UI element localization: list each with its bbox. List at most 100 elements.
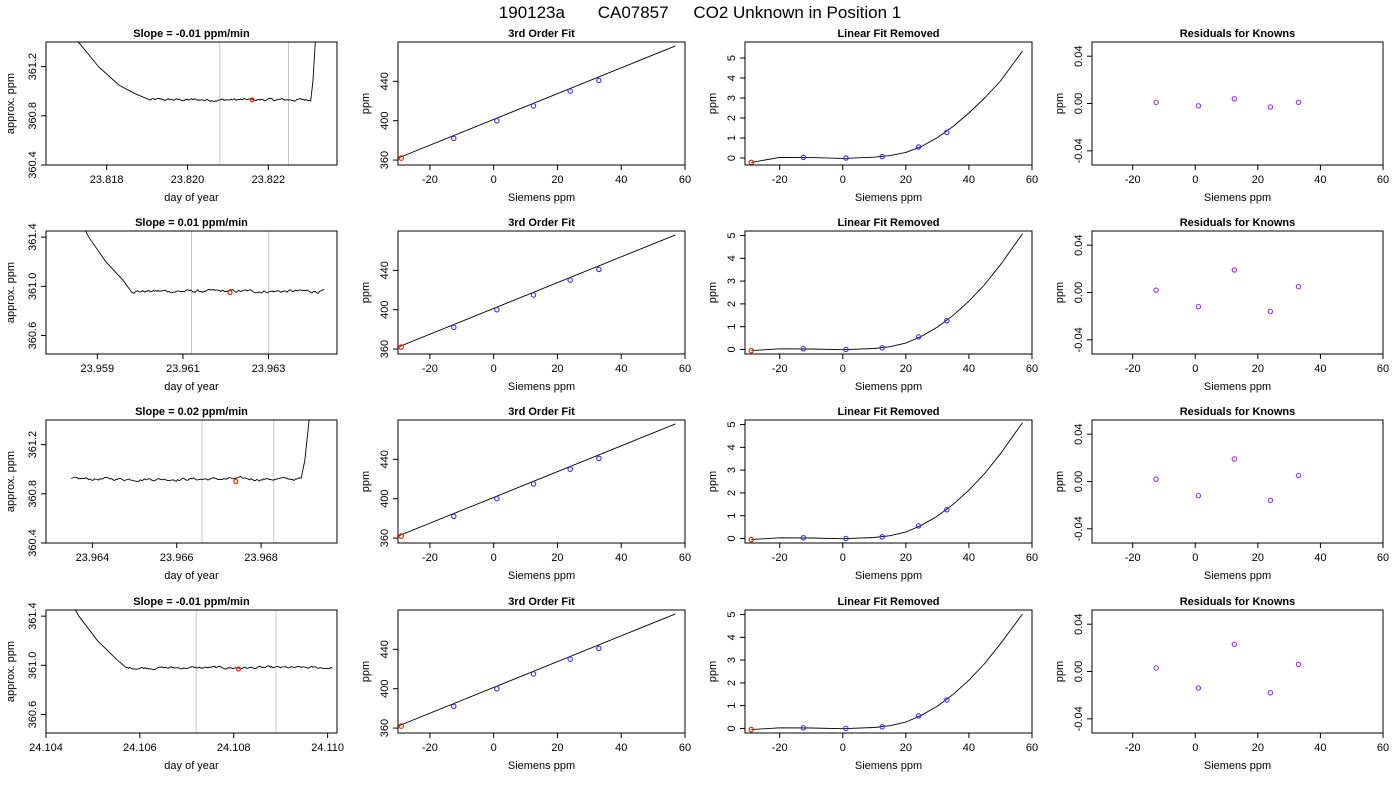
x-axis-label: Siemens ppm xyxy=(1204,192,1271,204)
x-tick-label: -20 xyxy=(772,552,788,564)
y-tick-label: 4 xyxy=(726,634,738,640)
y-tick-label: 360.8 xyxy=(27,102,39,130)
x-tick-label: 40 xyxy=(963,363,975,375)
y-tick-label: 400 xyxy=(379,301,391,319)
residual-point xyxy=(1153,476,1159,482)
panel-6: 3rd Order Fit Siemens ppm ppm -20 0 20 40 60 360… xyxy=(360,217,691,393)
y-tick-label: 3 xyxy=(726,95,738,101)
panel-16: Residuals for Knowns Siemens ppm ppm -20 0 20… xyxy=(1054,596,1389,772)
x-tick-label: 0 xyxy=(491,363,497,375)
unknown-point xyxy=(398,723,404,729)
residual-point xyxy=(1195,685,1202,691)
y-tick-label: 0 xyxy=(726,535,738,541)
y-tick-label: 3 xyxy=(726,657,738,663)
y-axis-label: ppm xyxy=(360,93,372,114)
y-tick-label: 0 xyxy=(726,725,738,731)
standard-point xyxy=(530,292,537,298)
standard-point xyxy=(567,277,573,283)
y-axis-label: ppm xyxy=(707,93,719,114)
unknown-point xyxy=(398,344,404,350)
y-tick-label: 361.2 xyxy=(27,431,39,459)
residual-point xyxy=(1153,99,1159,106)
x-tick-label: 60 xyxy=(1377,363,1389,375)
standard-point xyxy=(494,306,500,313)
x-tick-label: 20 xyxy=(900,742,912,754)
sample-description: CO2 Unknown in Position 1 xyxy=(693,3,901,22)
x-axis-label: Siemens ppm xyxy=(1204,381,1271,393)
y-tick-label: 0 xyxy=(726,346,738,352)
y-tick-label: 0.04 xyxy=(1073,234,1085,255)
x-tick-label: 0 xyxy=(840,363,846,375)
tank-id: CA07857 xyxy=(598,3,669,22)
panel-title: Slope = 0.02 ppm/min xyxy=(135,406,248,418)
y-tick-label: -0.04 xyxy=(1073,706,1085,731)
panel-5: Slope = 0.01 ppm/min day of year approx. p… xyxy=(5,217,338,393)
plot-frame xyxy=(1091,41,1384,166)
x-tick-label: 20 xyxy=(551,742,563,754)
y-tick-label: 4 xyxy=(726,255,738,261)
residual-point xyxy=(1295,661,1302,668)
x-tick-label: 24.106 xyxy=(123,742,157,754)
standard-point xyxy=(800,346,807,352)
standard-point xyxy=(879,724,885,730)
plot-frame xyxy=(1091,419,1384,544)
panel-title: Slope = -0.01 ppm/min xyxy=(133,28,250,40)
y-tick-label: 361.2 xyxy=(27,53,39,81)
y-tick-label: 2 xyxy=(726,680,738,686)
y-tick-label: 3 xyxy=(726,467,738,473)
residual-point xyxy=(1267,308,1274,315)
run-id: 190123a xyxy=(499,3,566,22)
panel-title: Linear Fit Removed xyxy=(837,217,939,229)
x-tick-label: 40 xyxy=(615,552,627,564)
panel-10: 3rd Order Fit Siemens ppm ppm -20 0 20 40 60 360… xyxy=(360,406,691,582)
x-axis-label: day of year xyxy=(164,570,219,582)
analyzer-trace xyxy=(71,420,310,482)
x-tick-label: -20 xyxy=(1125,363,1141,375)
standard-point xyxy=(915,713,922,719)
y-tick-label: 2 xyxy=(726,490,738,496)
analyzer-trace xyxy=(85,231,325,294)
x-tick-label: 20 xyxy=(900,363,912,375)
plot-frame xyxy=(397,41,686,166)
x-tick-label: 40 xyxy=(615,742,627,754)
x-tick-label: 20 xyxy=(1252,552,1264,564)
fit-curve xyxy=(751,50,1023,163)
standard-point xyxy=(879,534,885,540)
standard-point xyxy=(494,685,500,692)
residual-point xyxy=(1153,665,1159,671)
y-tick-label: 5 xyxy=(726,421,738,427)
y-tick-label: 440 xyxy=(379,72,391,90)
standard-point xyxy=(567,656,573,662)
x-tick-label: 60 xyxy=(1026,552,1038,564)
sample-mean-point xyxy=(249,97,255,103)
panel-title: Slope = -0.01 ppm/min xyxy=(133,596,250,608)
y-tick-label: 360.6 xyxy=(27,701,39,729)
x-tick-label: 23.966 xyxy=(160,552,194,564)
plot-frame xyxy=(744,230,1033,355)
fit-curve xyxy=(398,45,676,159)
y-tick-label: -0.04 xyxy=(1073,138,1085,163)
x-tick-label: 23.822 xyxy=(251,174,285,186)
x-tick-label: 0 xyxy=(491,174,497,186)
plot-frame xyxy=(45,419,338,544)
panel-title: Linear Fit Removed xyxy=(837,596,939,608)
x-tick-label: 20 xyxy=(551,552,563,564)
panel-12: Residuals for Knowns Siemens ppm ppm -20 0 20… xyxy=(1054,406,1389,582)
x-tick-label: 0 xyxy=(840,742,846,754)
residual-point xyxy=(1295,472,1302,479)
x-tick-label: 40 xyxy=(615,363,627,375)
y-tick-label: 0 xyxy=(726,155,738,161)
x-tick-label: 23.820 xyxy=(171,174,205,186)
x-tick-label: 60 xyxy=(1377,742,1389,754)
x-tick-label: -20 xyxy=(422,552,438,564)
x-tick-label: 20 xyxy=(551,174,563,186)
plot-frame xyxy=(45,609,338,734)
panel-14: 3rd Order Fit Siemens ppm ppm -20 0 20 40 60 360… xyxy=(360,596,691,772)
plot-frame xyxy=(397,609,686,734)
standard-point xyxy=(451,513,457,520)
x-tick-label: 0 xyxy=(1192,552,1198,564)
fit-curve xyxy=(398,613,676,727)
